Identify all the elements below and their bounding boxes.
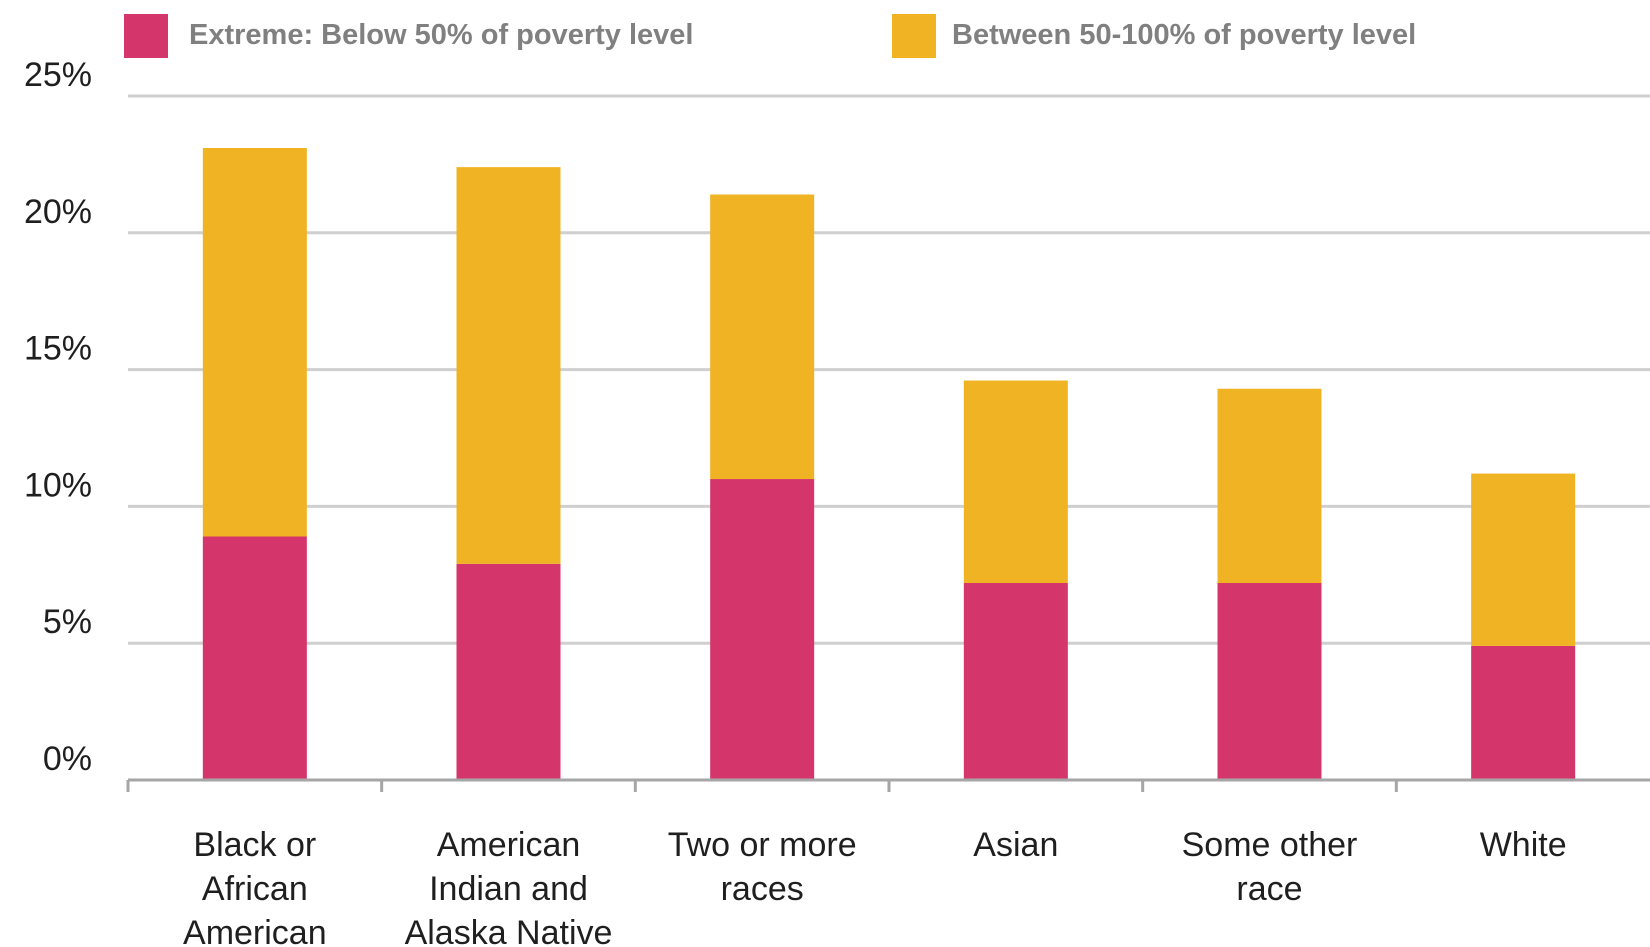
y-tick-label: 10% — [24, 466, 92, 504]
y-tick-label: 25% — [24, 56, 92, 94]
x-category-label: Some other race — [1182, 826, 1358, 908]
bar-segment-between — [202, 147, 307, 537]
bar-segment-extreme — [1217, 583, 1322, 780]
bar-segment-extreme — [456, 563, 561, 780]
bar-segment-extreme — [963, 583, 1068, 780]
legend-label-extreme: Extreme: Below 50% of poverty level — [189, 19, 693, 51]
bar-segment-extreme — [1471, 645, 1576, 780]
x-category-label-line: American — [437, 826, 581, 864]
legend-label-between: Between 50-100% of poverty level — [952, 19, 1416, 51]
x-axis — [126, 778, 1650, 792]
bar-segment-between — [963, 380, 1068, 584]
x-category-label: Two or more races — [668, 826, 857, 908]
x-category-label-line: American — [183, 914, 327, 947]
x-category-label-line: Black or — [193, 826, 316, 864]
x-category-label-line: race — [1236, 870, 1302, 908]
y-tick-label: 15% — [24, 330, 92, 368]
bar-segment-extreme — [202, 536, 307, 780]
bar-segment-between — [1217, 388, 1322, 584]
legend: Extreme: Below 50% of poverty level Betw… — [124, 14, 1416, 58]
x-category-label: Black or African American — [183, 826, 327, 947]
y-tick-label: 20% — [24, 193, 92, 231]
bar-segment-extreme — [710, 479, 815, 780]
y-axis-tick-labels: 0% 5% 10% 15% 20% 25% — [24, 56, 92, 778]
x-category-label-line: White — [1480, 826, 1567, 864]
bar-segment-between — [1471, 473, 1576, 646]
x-category-label-line: Asian — [973, 826, 1058, 864]
gridlines — [128, 94, 1650, 645]
legend-swatch-extreme — [124, 14, 168, 58]
y-tick-label: 0% — [43, 740, 92, 778]
x-category-label-line: Indian and — [429, 870, 588, 908]
x-category-label-line: races — [721, 870, 804, 908]
x-category-label-line: Two or more — [668, 826, 857, 864]
legend-swatch-between — [892, 14, 936, 58]
bars — [202, 147, 1576, 780]
x-axis-category-labels: Black or African American American Indian an… — [183, 826, 1567, 947]
bar-segment-between — [456, 167, 561, 564]
x-category-label-line: Some other — [1182, 826, 1358, 864]
x-category-label: American Indian and Alaska Native — [405, 826, 613, 947]
x-category-label-line: Alaska Native — [405, 914, 613, 947]
y-tick-label: 5% — [43, 603, 92, 641]
x-category-label: White — [1480, 826, 1567, 864]
bar-segment-between — [710, 194, 815, 480]
x-category-label-line: African — [202, 870, 308, 908]
x-category-label: Asian — [973, 826, 1058, 864]
